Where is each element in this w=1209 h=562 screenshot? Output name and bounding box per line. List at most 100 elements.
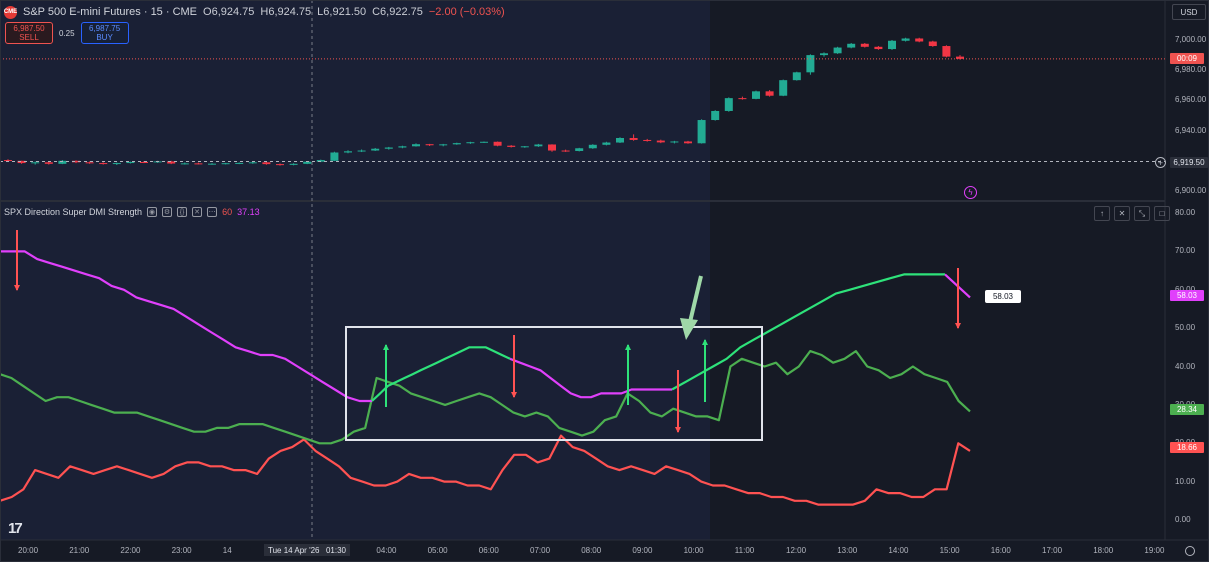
delete-pane-icon[interactable]: ✕ — [1114, 206, 1130, 221]
currency-button[interactable]: USD — [1172, 4, 1206, 20]
indicator-tick-label: 10.00 — [1175, 476, 1196, 486]
annotation-arrow — [688, 275, 703, 323]
candle-body — [262, 162, 271, 165]
time-tick-label: 12:00 — [786, 546, 807, 555]
price-tick-label: 7,000.00 — [1175, 35, 1207, 44]
candle-body — [779, 80, 788, 96]
price-tick-label: 6,900.00 — [1175, 186, 1207, 195]
candle-body — [235, 162, 244, 164]
candle-body — [643, 139, 652, 141]
candle-body — [412, 144, 420, 147]
candle-body — [316, 160, 325, 162]
pane-tools: ↑ ✕ ⤡ □ — [1094, 206, 1170, 221]
time-tick-label: 09:00 — [632, 546, 653, 555]
crosshair-price-tag: 6,919.50 — [1170, 157, 1208, 168]
candle-body — [765, 91, 774, 96]
collapse-pane-icon[interactable]: ⤡ — [1134, 206, 1150, 221]
chart-settings-icon[interactable] — [1185, 546, 1195, 556]
ohlc-open: O6,924.75 — [203, 6, 255, 18]
indicator-tick-label: 50.00 — [1175, 323, 1196, 333]
indicator-line — [371, 346, 511, 402]
indicator-tick-label: 60.00 — [1175, 285, 1195, 294]
candle-body — [126, 162, 135, 164]
time-tick-label: 17:00 — [1042, 546, 1063, 555]
indicator-line — [509, 357, 672, 399]
symbol-title[interactable]: S&P 500 E-mini Futures · 15 · CME — [23, 6, 198, 18]
candle-body — [357, 150, 366, 152]
candle-body — [4, 160, 12, 162]
move-pane-up-icon[interactable]: ↑ — [1094, 206, 1110, 221]
candle-body — [575, 148, 584, 151]
time-tick-label: 18:00 — [1093, 546, 1114, 555]
tradingview-logo-icon[interactable]: 17 — [8, 520, 23, 537]
candle-body — [928, 41, 937, 47]
sell-signal-arrow-head — [675, 427, 681, 433]
time-tick-label: 06:00 — [478, 546, 499, 555]
candle-body — [860, 43, 869, 47]
time-tick-label: 05:00 — [427, 546, 448, 555]
time-tick-label: 14:00 — [888, 546, 909, 555]
candle-body — [956, 56, 964, 59]
add-alert-icon[interactable]: + — [1155, 157, 1166, 168]
sell-button[interactable]: 6,987.50 SELL — [5, 22, 53, 44]
highlight-box — [345, 326, 763, 441]
lightning-icon[interactable]: ϟ — [964, 186, 977, 199]
candle-body — [371, 148, 380, 151]
time-tick-label: 08:00 — [581, 546, 602, 555]
candle-body — [656, 140, 665, 143]
candle-body — [616, 137, 624, 143]
candle-body — [792, 72, 801, 81]
sell-signal-arrow-head — [14, 285, 20, 291]
candle-body — [398, 146, 407, 148]
candle-body — [44, 162, 53, 164]
candle-body — [466, 142, 475, 144]
cme-logo-icon: CME — [4, 5, 17, 19]
candle-body — [493, 141, 502, 146]
candle-body — [452, 143, 461, 145]
value-popup: 58.03 — [985, 290, 1021, 303]
delete-icon[interactable]: ✕ — [192, 207, 203, 217]
candle-body — [806, 55, 815, 73]
green-value-tag: 28.34 — [1170, 404, 1204, 415]
session-shade-left — [0, 0, 710, 540]
buy-signal-arrow-head — [702, 339, 708, 345]
time-tick-label: 21:00 — [69, 546, 90, 555]
candle-body — [480, 141, 488, 143]
candle-body — [276, 164, 284, 166]
ohlc-low: L6,921.50 — [317, 6, 367, 18]
indicator-line — [0, 350, 971, 445]
magenta-value-tag: 58.03 — [1170, 290, 1204, 301]
more-icon[interactable]: ⋯ — [207, 207, 218, 217]
ohlc-close: C6,922.75 — [372, 6, 423, 18]
candle-body — [888, 40, 896, 50]
countdown-tag: 00:09 — [1170, 53, 1204, 64]
candle-body — [548, 144, 556, 151]
buy-button[interactable]: 6,987.75 BUY — [80, 22, 129, 44]
buy-signal-arrow-head — [625, 344, 631, 350]
symbol-legend: CME S&P 500 E-mini Futures · 15 · CME O6… — [4, 4, 505, 20]
indicator-tick-label: 80.00 — [1175, 208, 1196, 217]
ohlc-high: H6,924.75 — [260, 6, 312, 18]
red-value-tag: 18.66 — [1170, 442, 1204, 453]
candle-body — [697, 120, 706, 144]
buy-label: BUY — [96, 33, 113, 42]
indicator-legend: SPX Direction Super DMI Strength ◉ ⚙ {} … — [4, 207, 260, 217]
candle-body — [588, 144, 597, 149]
maximize-pane-icon[interactable]: □ — [1154, 206, 1170, 221]
candle-body — [85, 162, 94, 164]
settings-icon[interactable]: ⚙ — [162, 207, 173, 217]
candle-body — [439, 144, 448, 146]
candle-body — [330, 152, 339, 161]
candle-body — [221, 163, 230, 165]
source-code-icon[interactable]: {} — [177, 207, 188, 217]
eye-icon[interactable]: ◉ — [147, 207, 158, 217]
time-tick-label: 22:00 — [120, 546, 141, 555]
time-tick-label: 07:00 — [530, 546, 551, 555]
indicator-name[interactable]: SPX Direction Super DMI Strength — [4, 207, 143, 217]
candle-body — [670, 141, 679, 143]
price-tick-label: 6,940.00 — [1175, 125, 1207, 135]
time-tick-label: 13:00 — [837, 546, 858, 555]
candle-body — [534, 144, 543, 147]
